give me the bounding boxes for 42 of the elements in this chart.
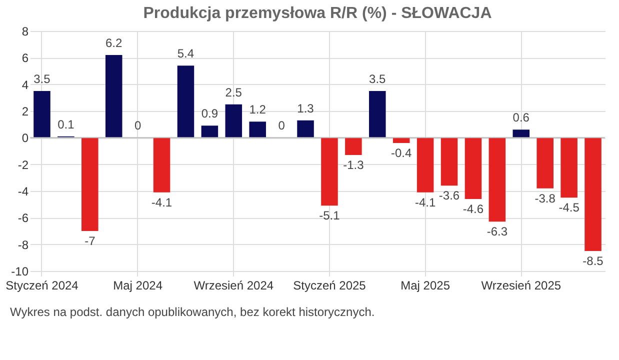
data-label: -4.6 [462,202,484,216]
y-tick-label: -2 [18,158,29,172]
data-label: -0.4 [391,146,412,160]
x-tick-label: Styczeń 2024 [6,278,79,292]
data-label: 0.6 [512,110,530,125]
y-tick-label: -6 [18,211,29,226]
data-label: -7 [84,234,96,248]
data-label: 0.9 [201,106,218,121]
data-label: -1.3 [343,158,364,172]
data-label: 2.5 [225,85,242,100]
data-label: 1.3 [297,101,314,116]
x-tick-label: Maj 2024 [113,278,163,292]
data-label: -4.1 [151,195,172,210]
data-label: -4.1 [414,195,436,210]
data-label: 0 [134,118,142,133]
x-tick-label: Wrzesień 2024 [194,278,274,292]
data-label: 0 [278,118,286,133]
y-tick-label: 6 [22,51,29,66]
data-label: -3.6 [438,188,460,203]
data-label: 5.4 [177,46,194,61]
y-tick-label: -10 [11,264,29,278]
data-label: -5.1 [319,208,340,223]
data-label: 3.5 [34,72,51,86]
data-label: -3.8 [534,191,556,206]
y-tick-label: 0 [22,131,29,146]
x-tick-label: Maj 2025 [400,278,450,292]
data-label: 6.2 [106,36,123,50]
y-tick-label: -8 [18,238,29,252]
y-tick-label: 8 [22,24,29,38]
data-label: -6.3 [486,224,508,239]
y-tick-label: 2 [22,104,29,118]
data-label: 3.5 [369,72,386,86]
data-label: -4.5 [558,200,580,215]
data-label: -8.5 [582,254,604,268]
x-tick-label: Wrzesień 2025 [481,278,562,292]
data-label: 1.2 [249,102,266,117]
chart-title: Produkcja przemysłowa R/R (%) - SŁOWACJA [143,5,492,22]
text: Wykres na podst. danych opublikowanych, bez korekt historycznych. [10,305,375,319]
x-tick-label: Styczeń 2025 [293,278,366,292]
y-tick-label: 4 [22,78,29,92]
data-label: 0.1 [58,117,75,132]
y-tick-label: -4 [18,184,29,198]
